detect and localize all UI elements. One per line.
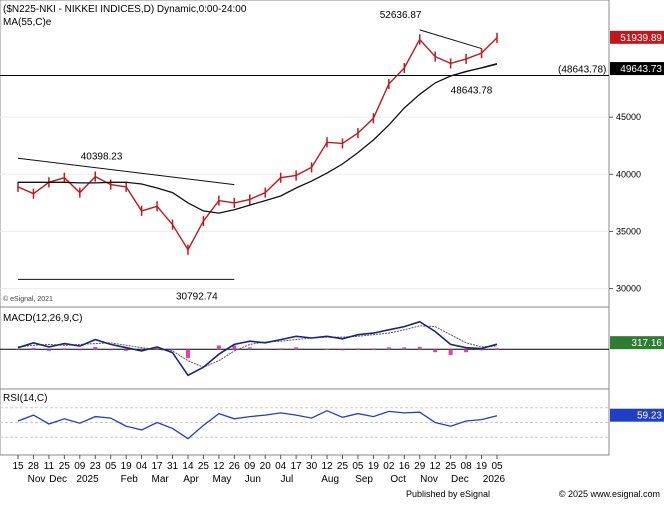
rsi-value-label-bg (610, 408, 664, 422)
x-tick-label: 04 (275, 461, 287, 472)
x-tick-label: 05 (105, 461, 117, 472)
ma-value-label: 49643.73 (620, 64, 662, 75)
footer-copyright: © 2025 www.esignal.com (559, 489, 660, 499)
macd-signal-line (17, 325, 498, 368)
x-tick-label: 19 (368, 461, 380, 472)
x-month-label: Aug (321, 474, 339, 485)
last-price-label: 51939.89 (620, 33, 662, 44)
x-month-label: Jul (280, 474, 293, 485)
x-tick-label: 16 (399, 461, 411, 472)
x-month-label: 2026 (483, 474, 506, 485)
x-tick-label: 05 (352, 461, 364, 472)
x-month-label: Mar (152, 474, 170, 485)
macd-value-label: 317.16 (631, 338, 662, 349)
x-tick-label: 30 (306, 461, 318, 472)
x-tick-label: 12 (213, 461, 225, 472)
x-month-label: Feb (121, 474, 139, 485)
x-month-label: Dec (451, 474, 469, 485)
ma-value-label-bg (610, 62, 664, 76)
x-tick-label: 09 (74, 461, 86, 472)
x-tick-label: 12 (430, 461, 442, 472)
x-tick-label: 26 (229, 461, 241, 472)
rsi-title: RSI(14,C) (3, 393, 47, 404)
trendline-0 (17, 157, 235, 186)
x-tick-label: 12 (321, 461, 333, 472)
x-tick-label: 19 (121, 461, 133, 472)
macd-line (17, 320, 498, 377)
x-tick-label: 11 (44, 461, 55, 472)
x-month-label: Oct (390, 474, 406, 485)
x-tick-label: 25 (337, 461, 349, 472)
x-tick-label: 31 (167, 461, 179, 472)
x-month-label: May (213, 474, 232, 485)
x-tick-label: 04 (136, 461, 148, 472)
annotation-label: 30792.74 (176, 292, 218, 303)
x-tick-label: 23 (90, 461, 102, 472)
footer-bar (0, 487, 664, 500)
x-tick-label: 28 (28, 461, 40, 472)
x-month-label: Nov (420, 474, 438, 485)
x-tick-label: 14 (182, 461, 194, 472)
x-tick-label: 19 (476, 461, 488, 472)
x-tick-label: 25 (59, 461, 71, 472)
x-month-label: Apr (183, 474, 199, 485)
annotation-label: 48643.78 (451, 85, 493, 96)
hline-label: (48643.78) (558, 64, 606, 75)
x-tick-label: 20 (260, 461, 272, 472)
x-tick-label: 29 (414, 461, 426, 472)
x-month-label: Jun (245, 474, 261, 485)
annotation-label: 40398.23 (81, 152, 123, 163)
x-tick-label: 15 (12, 461, 24, 472)
x-tick-label: 25 (445, 461, 457, 472)
price-tick-label: 45000 (616, 112, 641, 122)
x-month-label: 2025 (76, 474, 99, 485)
x-month-label: Nov (28, 474, 46, 485)
x-month-label: Sep (355, 474, 373, 485)
price-series-line (17, 37, 498, 252)
footer-publisher: Published by eSignal (406, 489, 490, 499)
rsi-value-label: 59.23 (637, 411, 662, 422)
x-tick-label: 09 (244, 461, 256, 472)
annotation-label: 52636.87 (380, 10, 422, 21)
macd-panel (0, 306, 610, 390)
x-tick-label: 17 (291, 461, 303, 472)
x-tick-label: 05 (491, 461, 503, 472)
x-month-label: Dec (49, 474, 67, 485)
ma-legend: MA(55,C)e (3, 17, 52, 28)
rsi-line (17, 409, 498, 440)
x-tick-label: 25 (198, 461, 210, 472)
macd-value-label-bg (610, 336, 664, 350)
price-panel (0, 0, 610, 308)
chart-title: ($N225-NKI - NIKKEI INDICES,D) Dynamic,0… (3, 4, 247, 15)
x-tick-label: 08 (461, 461, 473, 472)
copyright: © eSignal, 2021 (3, 295, 53, 303)
price-tick-label: 40000 (616, 169, 641, 179)
macd-title: MACD(12,26,9,C) (3, 313, 82, 324)
last-price-label-bg (610, 30, 664, 44)
x-tick-label: 17 (152, 461, 164, 472)
price-tick-label: 35000 (616, 226, 641, 236)
x-tick-label: 02 (383, 461, 395, 472)
ma55-line (18, 63, 498, 214)
price-tick-label: 30000 (616, 284, 641, 294)
trendline-2 (419, 29, 482, 50)
